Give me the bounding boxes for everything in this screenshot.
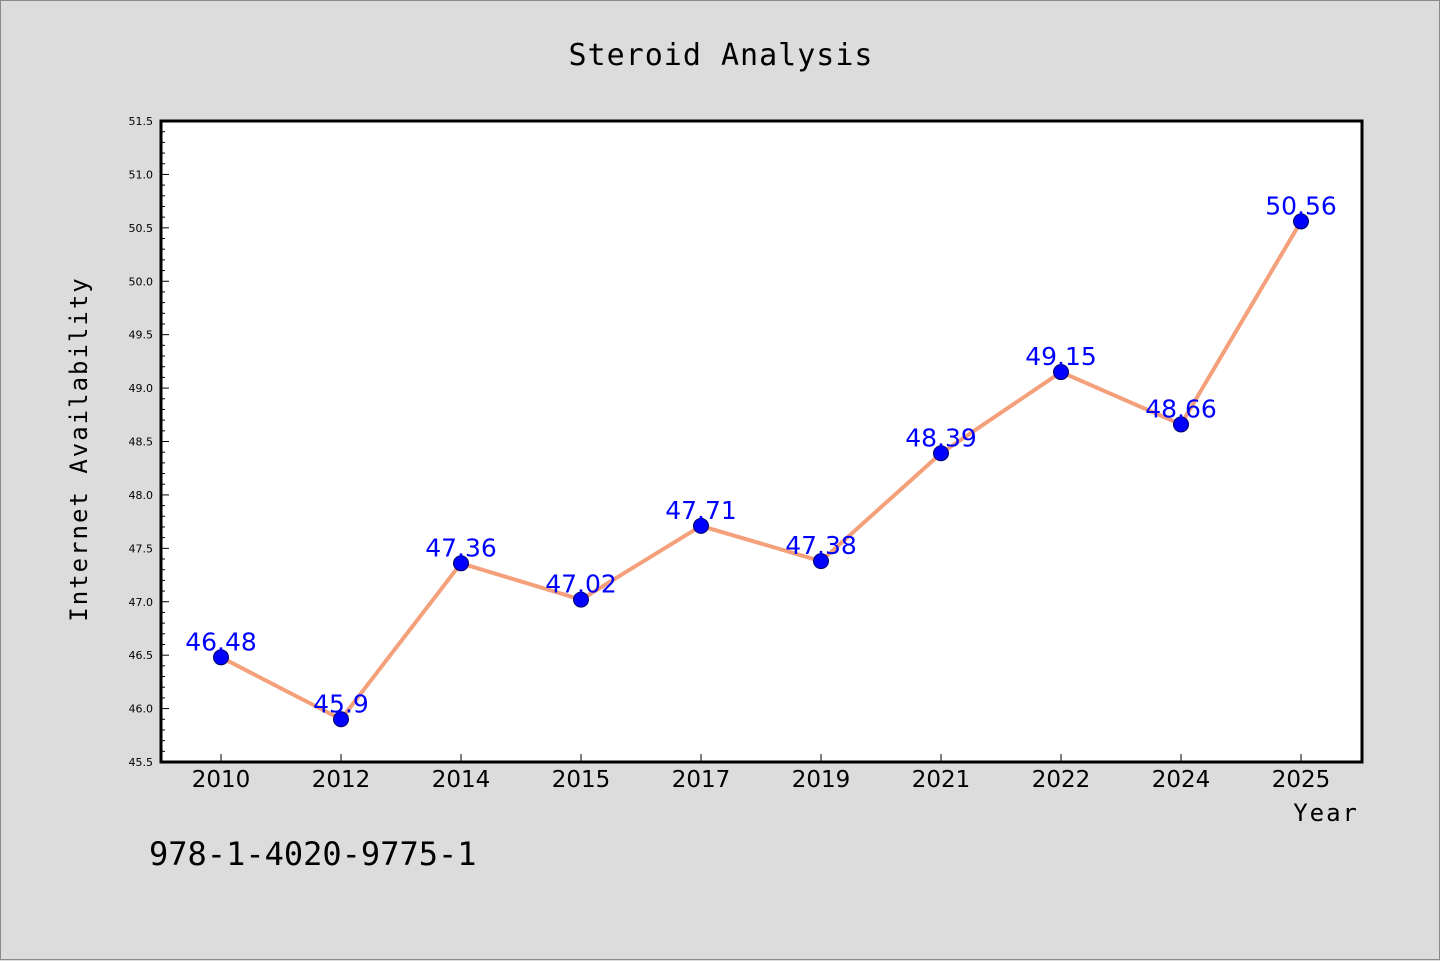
x-tick-label: 2014 — [432, 767, 491, 793]
data-point — [1293, 213, 1309, 230]
x-tick-label: 2010 — [192, 767, 251, 793]
data-point — [333, 711, 349, 728]
series-line-group — [220, 220, 1303, 722]
y-tick-label: 45.5 — [129, 756, 154, 769]
y-tick-label: 48.0 — [129, 489, 154, 502]
y-tick-label: 46.0 — [129, 703, 154, 716]
y-tick-label: 50.0 — [129, 275, 154, 288]
data-point — [933, 445, 949, 462]
y-axis-label: Internet Availability — [65, 276, 93, 621]
y-tick-label: 46.5 — [129, 649, 154, 662]
data-point — [573, 591, 589, 608]
data-label: 45.9 — [313, 689, 369, 718]
data-point — [813, 553, 829, 570]
chart-title: Steroid Analysis — [569, 38, 874, 73]
x-tick-label: 2012 — [312, 767, 371, 793]
data-label: 49.15 — [1025, 342, 1097, 371]
data-label-group: 46.48 45.9 47.36 47.02 47.71 47.38 48.39 49.15 4… — [185, 191, 1337, 718]
data-point — [693, 517, 709, 534]
x-tick-label: 2025 — [1272, 767, 1331, 793]
x-axis-label: Year — [1293, 799, 1359, 827]
data-label: 47.36 — [425, 533, 497, 562]
x-tick-label: 2022 — [1032, 767, 1091, 793]
y-tick-label: 47.5 — [129, 542, 154, 555]
caption-text: 978-1-4020-9775-1 — [149, 835, 477, 873]
x-tick-label: 2024 — [1152, 767, 1211, 793]
x-tick-label: 2015 — [552, 767, 611, 793]
y-axis: 45.5 46.0 46.5 47.0 47.5 48.0 48.5 49.0 49.5 50.0… — [129, 115, 169, 769]
data-point — [453, 555, 469, 572]
y-tick-label: 49.5 — [129, 329, 154, 342]
y-tick-label: 49.0 — [129, 382, 154, 395]
y-tick-label: 50.5 — [129, 222, 154, 235]
data-point — [213, 649, 229, 666]
marker-group — [213, 213, 1309, 728]
y-tick-label: 51.5 — [129, 115, 154, 128]
y-tick-label: 48.5 — [129, 436, 154, 449]
y-tick-label: 51.0 — [129, 168, 154, 181]
data-label: 47.02 — [545, 570, 617, 599]
x-tick-label: 2019 — [792, 767, 851, 793]
x-tick-label: 2017 — [672, 767, 731, 793]
x-tick-label: 2021 — [912, 767, 971, 793]
data-label: 48.66 — [1145, 394, 1217, 423]
data-label: 48.39 — [905, 423, 977, 452]
series-line — [220, 220, 1303, 722]
data-label: 50.56 — [1265, 191, 1337, 220]
data-point — [1053, 364, 1069, 381]
data-point — [1173, 416, 1189, 433]
data-label: 47.71 — [665, 496, 737, 525]
data-label: 47.38 — [785, 531, 857, 560]
plot-area — [159, 119, 1364, 764]
x-axis: 2010 2012 2014 2015 2017 2019 2021 2022 2024 2025 — [192, 754, 1331, 793]
data-label: 46.48 — [185, 627, 257, 656]
y-tick-label: 47.0 — [129, 596, 154, 609]
